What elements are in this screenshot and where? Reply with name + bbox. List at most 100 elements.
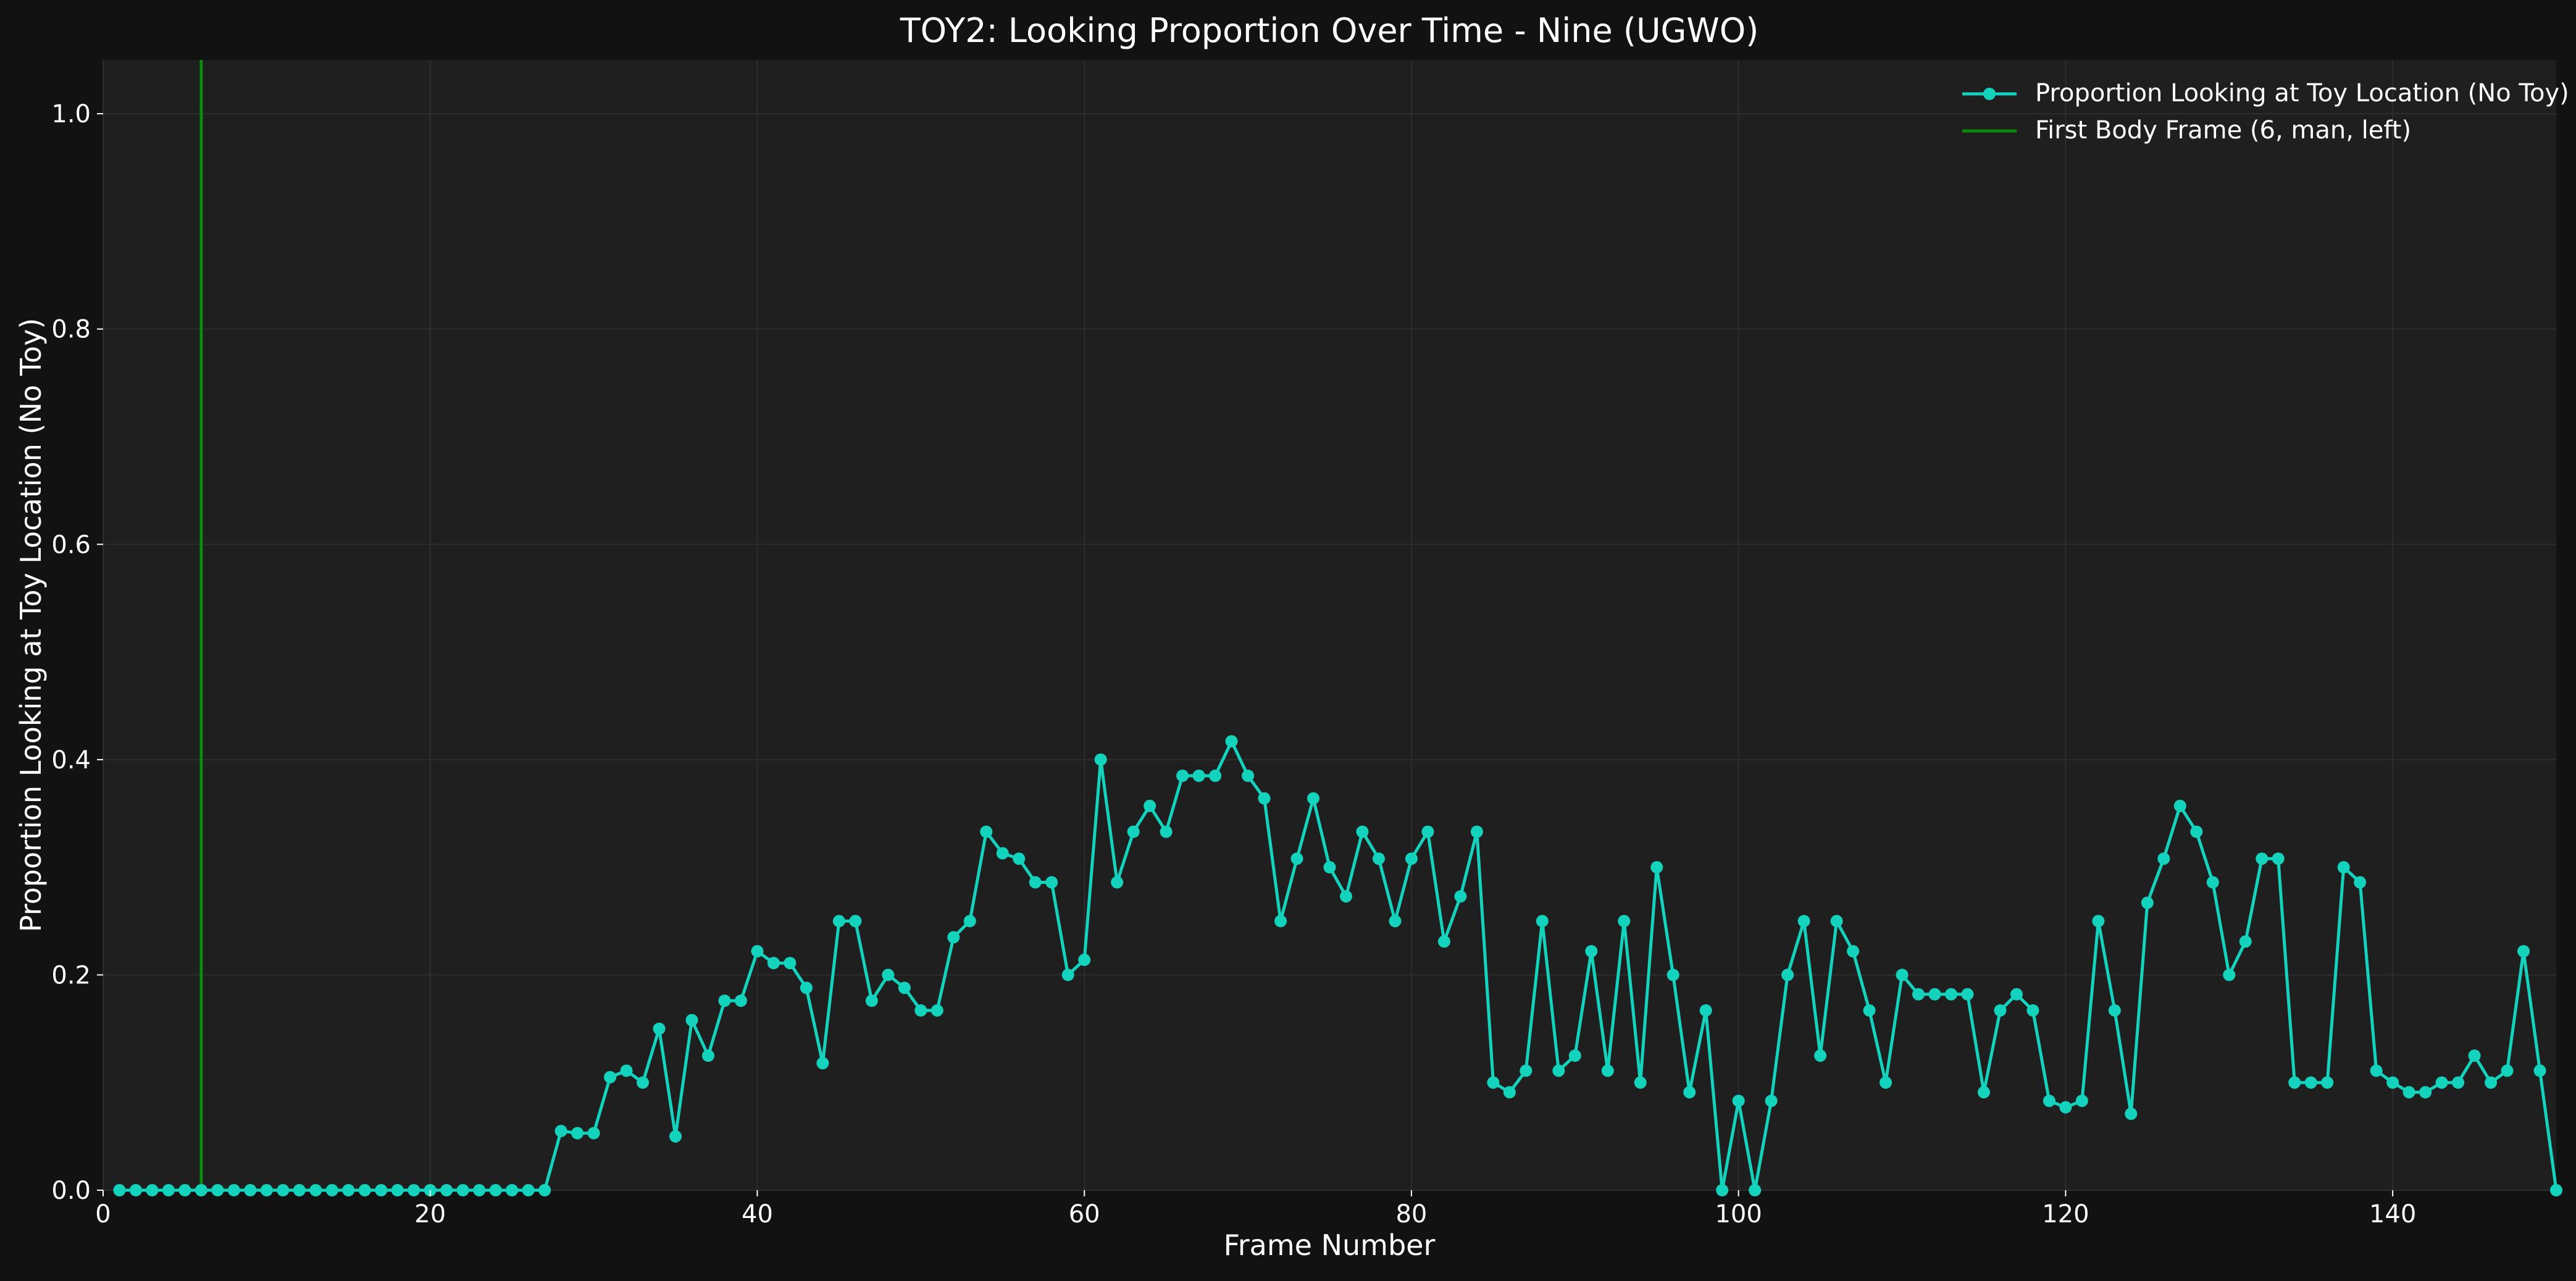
data-point — [2059, 1101, 2072, 1114]
data-point — [2108, 1004, 2121, 1017]
data-point — [244, 1184, 257, 1196]
data-point — [1192, 770, 1205, 782]
y-tick-label: 0.4 — [51, 746, 91, 775]
data-point — [1078, 954, 1091, 967]
data-point — [146, 1184, 159, 1196]
data-point — [1274, 915, 1287, 928]
y-tick-label: 0.2 — [51, 961, 91, 989]
data-point — [1880, 1076, 1892, 1089]
data-point — [178, 1184, 191, 1196]
data-point — [1487, 1076, 1500, 1089]
data-point — [2043, 1094, 2055, 1107]
data-point — [2272, 852, 2285, 865]
data-point — [734, 994, 747, 1007]
data-point — [1683, 1086, 1696, 1099]
x-axis-label: Frame Number — [1224, 1228, 1436, 1262]
data-point — [1405, 852, 1418, 865]
plot-area — [103, 60, 2556, 1190]
x-tick-label: 140 — [2369, 1200, 2416, 1228]
series-layer — [113, 735, 2562, 1196]
data-point — [2402, 1086, 2415, 1099]
data-point — [113, 1184, 126, 1196]
x-tick-label: 20 — [414, 1200, 446, 1228]
data-point — [1389, 915, 1402, 928]
data-point — [718, 994, 731, 1007]
data-point — [2010, 988, 2023, 1001]
data-point — [1356, 825, 1369, 838]
data-point — [1209, 770, 1222, 782]
data-point — [375, 1184, 388, 1196]
data-point — [2288, 1076, 2301, 1089]
data-point — [898, 981, 911, 994]
data-point — [2304, 1076, 2317, 1089]
data-point — [506, 1184, 519, 1196]
legend-series-marker-icon — [1983, 88, 1996, 100]
data-point — [604, 1071, 617, 1083]
data-point — [1061, 968, 1074, 981]
y-tick-label: 0.0 — [51, 1177, 91, 1205]
data-point — [800, 981, 813, 994]
data-point — [1094, 753, 1107, 766]
data-point — [1160, 825, 1173, 838]
data-point — [1470, 825, 1483, 838]
data-point — [914, 1004, 927, 1017]
data-point — [2533, 1064, 2546, 1077]
data-point — [1896, 968, 1909, 981]
data-point — [1977, 1086, 1990, 1099]
data-point — [1307, 792, 1320, 805]
data-point — [832, 915, 845, 928]
data-point — [358, 1184, 371, 1196]
legend-vline-label: First Body Frame (6, man, left) — [2035, 116, 2411, 145]
data-point — [963, 915, 976, 928]
x-tick-label: 120 — [2042, 1200, 2089, 1228]
data-point — [2468, 1049, 2481, 1062]
y-tick-label: 0.8 — [51, 316, 91, 344]
data-point — [784, 957, 797, 970]
data-point — [162, 1184, 175, 1196]
data-point — [440, 1184, 453, 1196]
data-point — [1520, 1064, 1533, 1077]
data-point — [1176, 770, 1189, 782]
data-point — [1144, 799, 1156, 812]
data-point — [1699, 1004, 1712, 1017]
legend-series-label: Proportion Looking at Toy Location (No T… — [2035, 79, 2569, 107]
data-point — [2370, 1064, 2383, 1077]
data-point — [1994, 1004, 2007, 1017]
data-point — [2125, 1107, 2138, 1120]
data-point — [489, 1184, 502, 1196]
y-tick-label: 1.0 — [51, 100, 91, 128]
data-point — [2173, 799, 2186, 812]
data-point — [930, 1004, 943, 1017]
data-point — [2256, 852, 2269, 865]
data-point — [1585, 945, 1598, 958]
x-tick-label: 0 — [95, 1200, 111, 1228]
data-point — [1797, 915, 1810, 928]
data-point — [587, 1127, 600, 1140]
data-point — [702, 1049, 715, 1062]
data-point — [522, 1184, 535, 1196]
data-point — [1601, 1064, 1614, 1077]
data-point — [1618, 915, 1631, 928]
data-point — [260, 1184, 273, 1196]
data-point — [227, 1184, 240, 1196]
data-point — [1650, 861, 1663, 874]
data-point — [1536, 915, 1549, 928]
data-point — [1814, 1049, 1827, 1062]
data-point — [1634, 1076, 1647, 1089]
x-tick-label: 40 — [742, 1200, 773, 1228]
data-point — [277, 1184, 290, 1196]
data-point — [767, 957, 780, 970]
data-point — [1716, 1184, 1729, 1196]
data-point — [1290, 852, 1303, 865]
data-point — [1372, 852, 1385, 865]
data-point — [1437, 935, 1450, 948]
data-point — [2157, 852, 2170, 865]
x-tick-label: 100 — [1715, 1200, 1762, 1228]
data-point — [1765, 1094, 1778, 1107]
data-point — [2501, 1064, 2514, 1077]
data-point — [1013, 852, 1026, 865]
axis-ticks: 0 20 40 60 80 100 120 140 0.0 0.2 0.4 0.6 0.8 1.0 — [51, 100, 2416, 1228]
data-point — [571, 1127, 584, 1140]
data-point — [1961, 988, 1974, 1001]
